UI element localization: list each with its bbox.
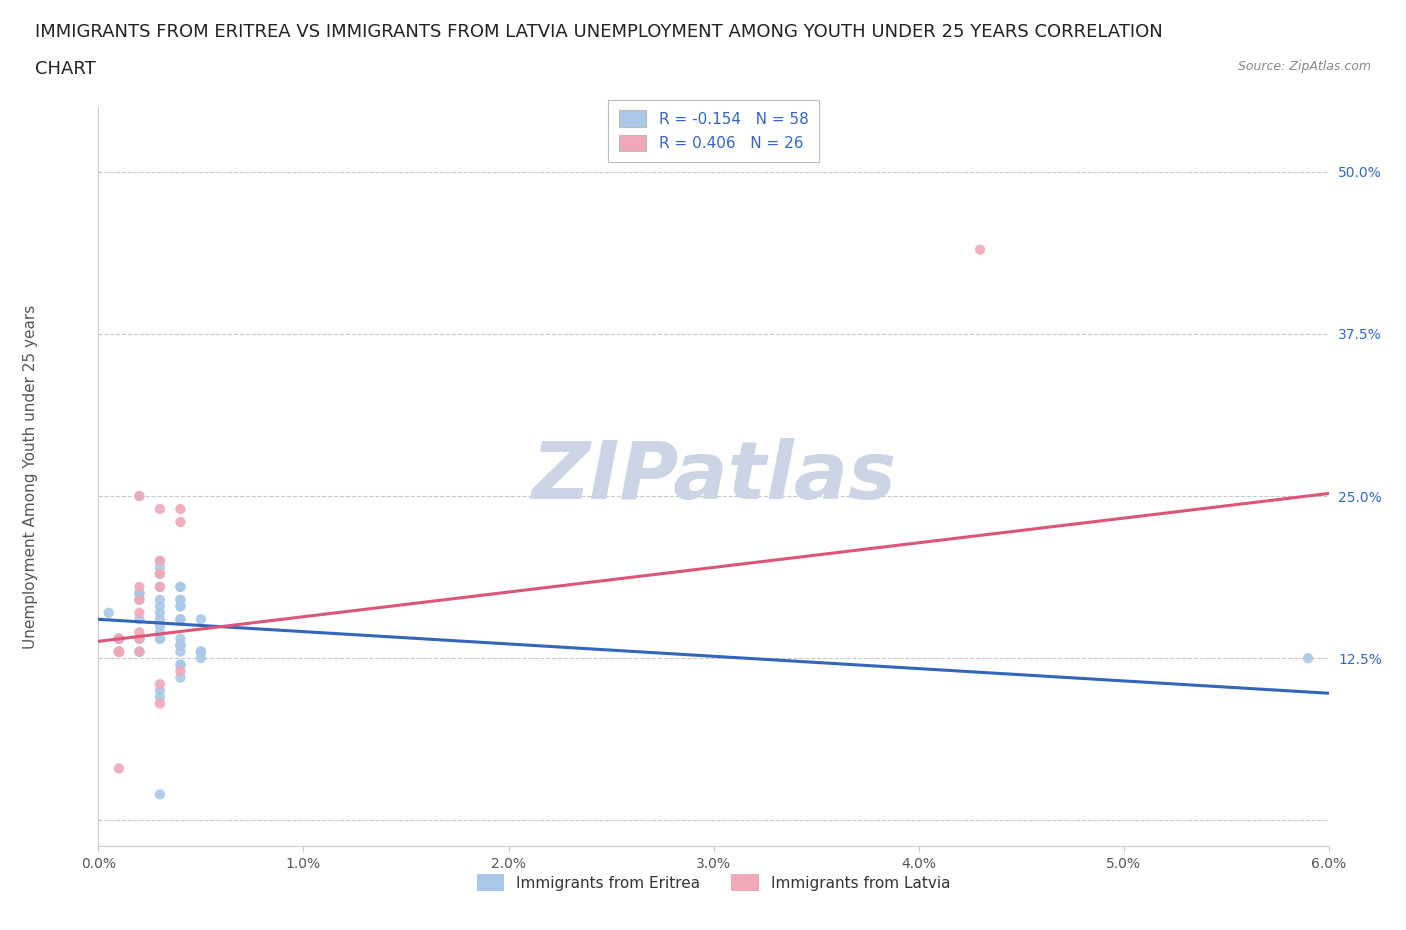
Point bbox=[128, 586, 150, 601]
Point bbox=[128, 625, 150, 640]
Point bbox=[149, 618, 172, 633]
Point bbox=[108, 761, 131, 776]
Point bbox=[108, 631, 131, 646]
Point bbox=[108, 644, 131, 659]
Point bbox=[128, 579, 150, 594]
Point bbox=[149, 677, 172, 692]
Point bbox=[190, 651, 212, 666]
Point bbox=[108, 631, 131, 646]
Point bbox=[969, 242, 991, 257]
Point bbox=[149, 787, 172, 802]
Point bbox=[108, 631, 131, 646]
Point bbox=[169, 638, 191, 653]
Point bbox=[169, 644, 191, 659]
Point bbox=[169, 592, 191, 607]
Point bbox=[190, 644, 212, 659]
Point bbox=[190, 644, 212, 659]
Point bbox=[149, 684, 172, 698]
Point bbox=[108, 631, 131, 646]
Point bbox=[149, 566, 172, 581]
Point bbox=[149, 592, 172, 607]
Point bbox=[149, 579, 172, 594]
Point bbox=[169, 501, 191, 516]
Point bbox=[149, 579, 172, 594]
Point bbox=[108, 644, 131, 659]
Point bbox=[128, 644, 150, 659]
Point bbox=[149, 631, 172, 646]
Point bbox=[149, 553, 172, 568]
Point bbox=[190, 644, 212, 659]
Point bbox=[149, 560, 172, 575]
Text: CHART: CHART bbox=[35, 60, 96, 78]
Point bbox=[128, 488, 150, 503]
Point bbox=[128, 488, 150, 503]
Point bbox=[169, 579, 191, 594]
Point bbox=[149, 612, 172, 627]
Point bbox=[149, 690, 172, 705]
Text: Unemployment Among Youth under 25 years: Unemployment Among Youth under 25 years bbox=[24, 304, 38, 649]
Point bbox=[128, 644, 150, 659]
Point bbox=[128, 644, 150, 659]
Text: ZIPatlas: ZIPatlas bbox=[531, 438, 896, 515]
Point bbox=[128, 592, 150, 607]
Point bbox=[108, 644, 131, 659]
Point bbox=[190, 612, 212, 627]
Point bbox=[97, 605, 120, 620]
Point bbox=[108, 644, 131, 659]
Point bbox=[149, 566, 172, 581]
Point bbox=[108, 644, 131, 659]
Point bbox=[169, 599, 191, 614]
Point bbox=[128, 586, 150, 601]
Point bbox=[108, 631, 131, 646]
Point bbox=[169, 612, 191, 627]
Point bbox=[149, 605, 172, 620]
Point bbox=[149, 631, 172, 646]
Point bbox=[169, 514, 191, 529]
Point bbox=[169, 638, 191, 653]
Point bbox=[169, 658, 191, 672]
Point bbox=[128, 592, 150, 607]
Point bbox=[169, 664, 191, 679]
Point bbox=[108, 631, 131, 646]
Point bbox=[149, 553, 172, 568]
Point bbox=[149, 625, 172, 640]
Point bbox=[169, 671, 191, 685]
Point bbox=[169, 579, 191, 594]
Point bbox=[108, 644, 131, 659]
Text: IMMIGRANTS FROM ERITREA VS IMMIGRANTS FROM LATVIA UNEMPLOYMENT AMONG YOUTH UNDER: IMMIGRANTS FROM ERITREA VS IMMIGRANTS FR… bbox=[35, 23, 1163, 41]
Text: Source: ZipAtlas.com: Source: ZipAtlas.com bbox=[1237, 60, 1371, 73]
Point bbox=[169, 612, 191, 627]
Point bbox=[108, 631, 131, 646]
Point bbox=[190, 644, 212, 659]
Point bbox=[149, 599, 172, 614]
Point bbox=[128, 631, 150, 646]
Point bbox=[169, 592, 191, 607]
Point bbox=[169, 638, 191, 653]
Point bbox=[128, 631, 150, 646]
Point bbox=[128, 605, 150, 620]
Point bbox=[108, 644, 131, 659]
Point bbox=[108, 631, 131, 646]
Point bbox=[149, 697, 172, 711]
Point bbox=[169, 631, 191, 646]
Legend: Immigrants from Eritrea, Immigrants from Latvia: Immigrants from Eritrea, Immigrants from… bbox=[465, 863, 962, 901]
Point bbox=[149, 501, 172, 516]
Point bbox=[128, 612, 150, 627]
Point bbox=[1296, 651, 1319, 666]
Point bbox=[108, 631, 131, 646]
Point bbox=[108, 644, 131, 659]
Point bbox=[128, 631, 150, 646]
Point bbox=[169, 658, 191, 672]
Point bbox=[128, 631, 150, 646]
Point bbox=[169, 599, 191, 614]
